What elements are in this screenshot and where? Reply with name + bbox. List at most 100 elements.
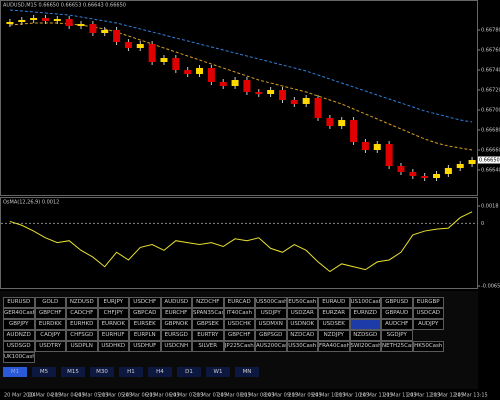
symbol-button[interactable]: USDCHF: [129, 297, 161, 308]
symbol-button[interactable]: USDPLN: [66, 341, 98, 352]
symbol-button[interactable]: EURCHF: [160, 308, 192, 319]
symbol-button[interactable]: GBPAUD: [381, 308, 413, 319]
symbol-button[interactable]: US100Cash: [349, 297, 381, 308]
timeframe-button[interactable]: M30: [90, 367, 114, 377]
symbol-button[interactable]: UK100Cash: [3, 352, 35, 363]
symbol-button[interactable]: EURHUF: [97, 330, 129, 341]
symbol-button[interactable]: AUS200Cash: [255, 341, 287, 352]
symbol-button[interactable]: USDSEK: [318, 319, 350, 330]
symbol-button[interactable]: SILVER: [192, 341, 224, 352]
symbol-button[interactable]: CADCHF: [66, 308, 98, 319]
y-tick-label: 0.66680: [481, 128, 500, 134]
symbol-button[interactable]: USDCAD: [412, 308, 444, 319]
candle-body: [124, 42, 132, 48]
symbol-button[interactable]: GBPSEK: [192, 319, 224, 330]
symbol-button[interactable]: NZDSGD: [349, 330, 381, 341]
symbol-button[interactable]: EURZAR: [318, 308, 350, 319]
candle-body: [53, 19, 61, 21]
symbol-button[interactable]: EU50Cash: [286, 297, 318, 308]
symbol-button[interactable]: EURNZD: [349, 308, 381, 319]
timeframe-button[interactable]: M15: [61, 367, 85, 377]
symbol-button[interactable]: NETH25Cash: [381, 341, 413, 352]
y-tick-label: 0: [481, 221, 484, 227]
symbol-button[interactable]: USDNOK: [286, 319, 318, 330]
symbol-button[interactable]: GBPNOK: [160, 319, 192, 330]
symbol-button[interactable]: USDHUF: [129, 341, 161, 352]
symbol-button[interactable]: AUDCHF: [381, 319, 413, 330]
symbol-button[interactable]: GBPCHF: [34, 308, 66, 319]
symbol-button[interactable]: US500Cash: [255, 297, 287, 308]
symbol-button[interactable]: AUDUSD: [160, 297, 192, 308]
candle-body: [113, 30, 121, 42]
candle-body: [89, 24, 97, 33]
symbol-button[interactable]: USDZAR: [286, 308, 318, 319]
x-tick-label: 20 Mar 04:45: [51, 393, 84, 399]
x-tick-label: 20 Mar 06:45: [146, 393, 179, 399]
symbol-button[interactable]: AUDJPY: [412, 319, 444, 330]
symbol-button[interactable]: GBPUSD: [381, 297, 413, 308]
x-tick-label: 20 Mar 05:15: [75, 393, 108, 399]
symbol-button[interactable]: EURNOK: [97, 319, 129, 330]
symbol-button[interactable]: AUDNZD: [3, 330, 35, 341]
symbol-button[interactable]: CHFJPY: [97, 308, 129, 319]
candle-body: [6, 22, 14, 24]
symbol-button[interactable]: EURSGD: [160, 330, 192, 341]
timeframe-button[interactable]: MN: [235, 367, 259, 377]
timeframe-button[interactable]: D1: [177, 367, 201, 377]
symbol-button[interactable]: NZDJPY: [318, 330, 350, 341]
timeframe-button[interactable]: H4: [148, 367, 172, 377]
symbol-button[interactable]: EURHKD: [66, 319, 98, 330]
y-tick-label: 0.66640: [481, 168, 500, 174]
symbol-button[interactable]: EURTRY: [192, 330, 224, 341]
symbol-button[interactable]: NZDUSD: [66, 297, 98, 308]
symbol-button[interactable]: SWI20Cash: [349, 341, 381, 352]
symbol-button[interactable]: SGDJPY: [381, 330, 413, 341]
symbol-button[interactable]: FRA40Cash: [318, 341, 350, 352]
symbol-button[interactable]: EURJPY: [97, 297, 129, 308]
symbol-button[interactable]: EURCAD: [223, 297, 255, 308]
candle-body: [267, 90, 275, 94]
symbol-button[interactable]: GBPJPY: [3, 319, 35, 330]
symbol-button[interactable]: US30Cash: [286, 341, 318, 352]
symbol-button[interactable]: USDJPY: [255, 308, 287, 319]
symbol-button[interactable]: EURUSD: [3, 297, 35, 308]
symbol-button[interactable]: GBPSGD: [255, 330, 287, 341]
symbol-button[interactable]: IT40Cash: [223, 308, 255, 319]
symbol-button[interactable]: USDCNH: [160, 341, 192, 352]
symbol-button[interactable]: NZDCAD: [286, 330, 318, 341]
symbol-button[interactable]: EURSEK: [129, 319, 161, 330]
symbol-button[interactable]: GBPCHF: [223, 330, 255, 341]
symbol-button[interactable]: EURAUD: [318, 297, 350, 308]
symbol-button[interactable]: GER40Cash: [3, 308, 35, 319]
symbol-button[interactable]: HK50Cash: [412, 341, 444, 352]
candle-body: [196, 68, 204, 74]
candle-body: [243, 80, 251, 92]
y-tick-label: 0.66700: [481, 108, 500, 114]
symbol-button[interactable]: EURDKK: [34, 319, 66, 330]
y-tick-label: 0.0018: [481, 204, 499, 210]
symbol-button[interactable]: GBPCAD: [129, 308, 161, 319]
x-tick-label: 20 Mar 10:45: [336, 393, 369, 399]
symbol-button[interactable]: USDTRY: [34, 341, 66, 352]
timeframe-button[interactable]: M1: [3, 367, 27, 377]
symbol-button[interactable]: EURPLN: [129, 330, 161, 341]
candle-body: [41, 18, 49, 21]
symbol-button[interactable]: NZDCHF: [192, 297, 224, 308]
y-tick-label: 0.66720: [481, 88, 500, 94]
timeframe-button[interactable]: H1: [119, 367, 143, 377]
symbol-button[interactable]: USDDKK: [349, 319, 381, 330]
osc-panel: [0, 197, 478, 289]
timeframe-button[interactable]: W1: [206, 367, 230, 377]
symbol-button[interactable]: USDSGD: [3, 341, 35, 352]
symbol-button[interactable]: JP225Cash: [223, 341, 255, 352]
x-tick-label: 20 Mar 07:15: [170, 393, 203, 399]
symbol-button[interactable]: USDCHK: [223, 319, 255, 330]
symbol-button[interactable]: SPAN35Cash: [192, 308, 224, 319]
symbol-button[interactable]: USDHKD: [97, 341, 129, 352]
symbol-button[interactable]: GOLD: [34, 297, 66, 308]
timeframe-button[interactable]: M5: [32, 367, 56, 377]
symbol-button[interactable]: USDMXN: [255, 319, 287, 330]
symbol-button[interactable]: CADJPY: [34, 330, 66, 341]
symbol-button[interactable]: CHFSGD: [66, 330, 98, 341]
symbol-button[interactable]: EURGBP: [412, 297, 444, 308]
